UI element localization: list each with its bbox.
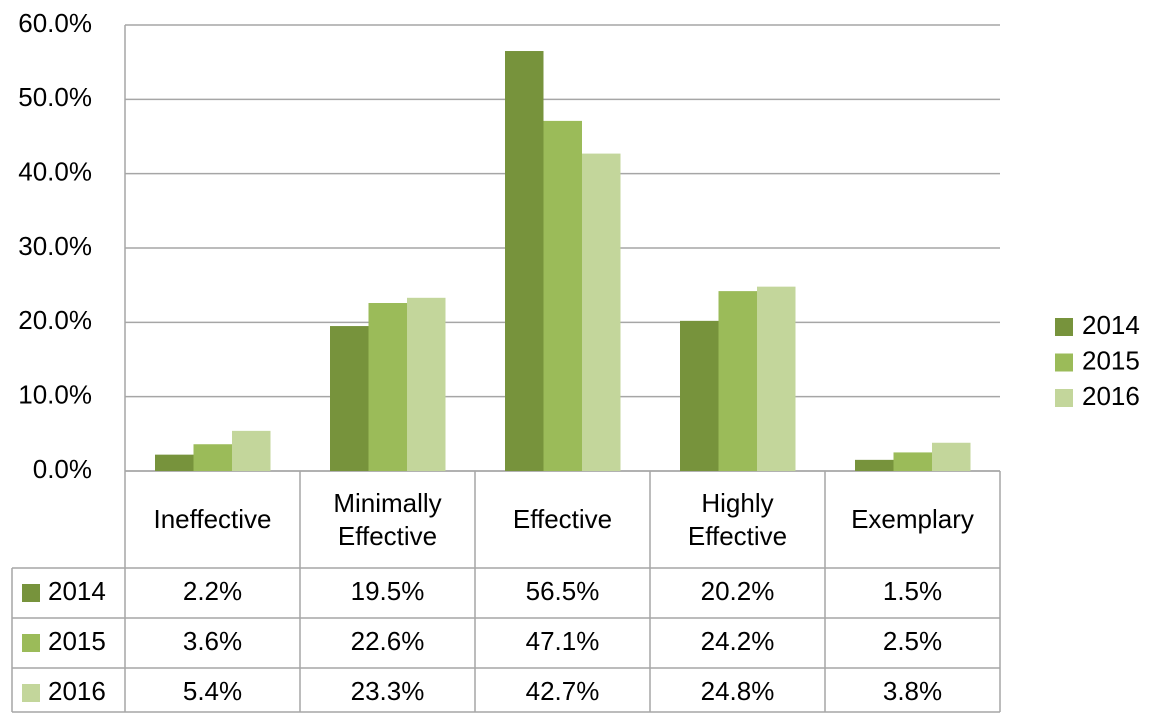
x-tick-label: Minimally Effective — [333, 488, 442, 551]
data-label: 22.6% — [351, 626, 425, 656]
data-label: 2.5% — [883, 626, 942, 656]
bar — [932, 442, 971, 471]
y-tick-label: 0.0% — [33, 454, 92, 484]
legend-key — [1055, 353, 1073, 372]
legend-label: 2016 — [1082, 381, 1140, 411]
x-tick-label: Highly Effective — [687, 488, 788, 551]
table-series-name: 2015 — [48, 626, 106, 656]
table-legend-key — [22, 684, 40, 702]
data-label: 1.5% — [883, 576, 942, 606]
table-legend-key — [22, 634, 40, 652]
data-label: 42.7% — [526, 676, 600, 706]
x-tick-label: Effective — [512, 504, 613, 535]
data-label: 2.2% — [183, 576, 242, 606]
table-series-name: 2016 — [48, 676, 106, 706]
data-label: 3.6% — [183, 626, 242, 656]
y-tick-label: 40.0% — [18, 157, 92, 187]
bar — [193, 444, 232, 471]
bar — [505, 51, 544, 472]
y-tick-label: 30.0% — [18, 231, 92, 261]
x-tick-label-box: Exemplary — [851, 504, 974, 535]
x-tick-label-box: Ineffective — [153, 504, 272, 535]
bar — [330, 326, 369, 471]
x-tick-label-box: Effective — [512, 504, 613, 535]
y-tick-label: 60.0% — [18, 8, 92, 38]
data-label: 19.5% — [351, 576, 425, 606]
bar — [855, 459, 894, 471]
legend-key — [1055, 318, 1073, 336]
table-series-name: 2014 — [48, 576, 106, 606]
data-label: 20.2% — [701, 576, 775, 606]
data-label: 5.4% — [183, 676, 242, 706]
data-label: 23.3% — [351, 676, 425, 706]
bar — [155, 454, 194, 471]
bar — [893, 452, 932, 471]
bar — [680, 320, 719, 471]
data-label: 3.8% — [883, 676, 942, 706]
data-label: 56.5% — [526, 576, 600, 606]
bar — [368, 303, 407, 471]
data-label: 24.2% — [701, 626, 775, 656]
x-tick-label-box: Minimally Effective — [333, 488, 442, 551]
bar — [232, 430, 271, 471]
bar — [718, 291, 757, 471]
bar — [407, 297, 446, 471]
bar — [543, 120, 582, 471]
x-tick-label: Exemplary — [851, 504, 974, 535]
x-tick-label: Ineffective — [153, 504, 272, 535]
data-label: 24.8% — [701, 676, 775, 706]
legend-label: 2014 — [1082, 310, 1140, 340]
legend-label: 2015 — [1082, 345, 1140, 375]
x-tick-label-box: Highly Effective — [687, 488, 788, 551]
bar — [757, 286, 796, 471]
data-label: 47.1% — [526, 626, 600, 656]
table-legend-key — [22, 584, 40, 602]
y-tick-label: 50.0% — [18, 82, 92, 112]
y-tick-label: 10.0% — [18, 380, 92, 410]
bar — [582, 153, 621, 471]
y-tick-label: 20.0% — [18, 305, 92, 335]
legend-key — [1055, 389, 1073, 407]
